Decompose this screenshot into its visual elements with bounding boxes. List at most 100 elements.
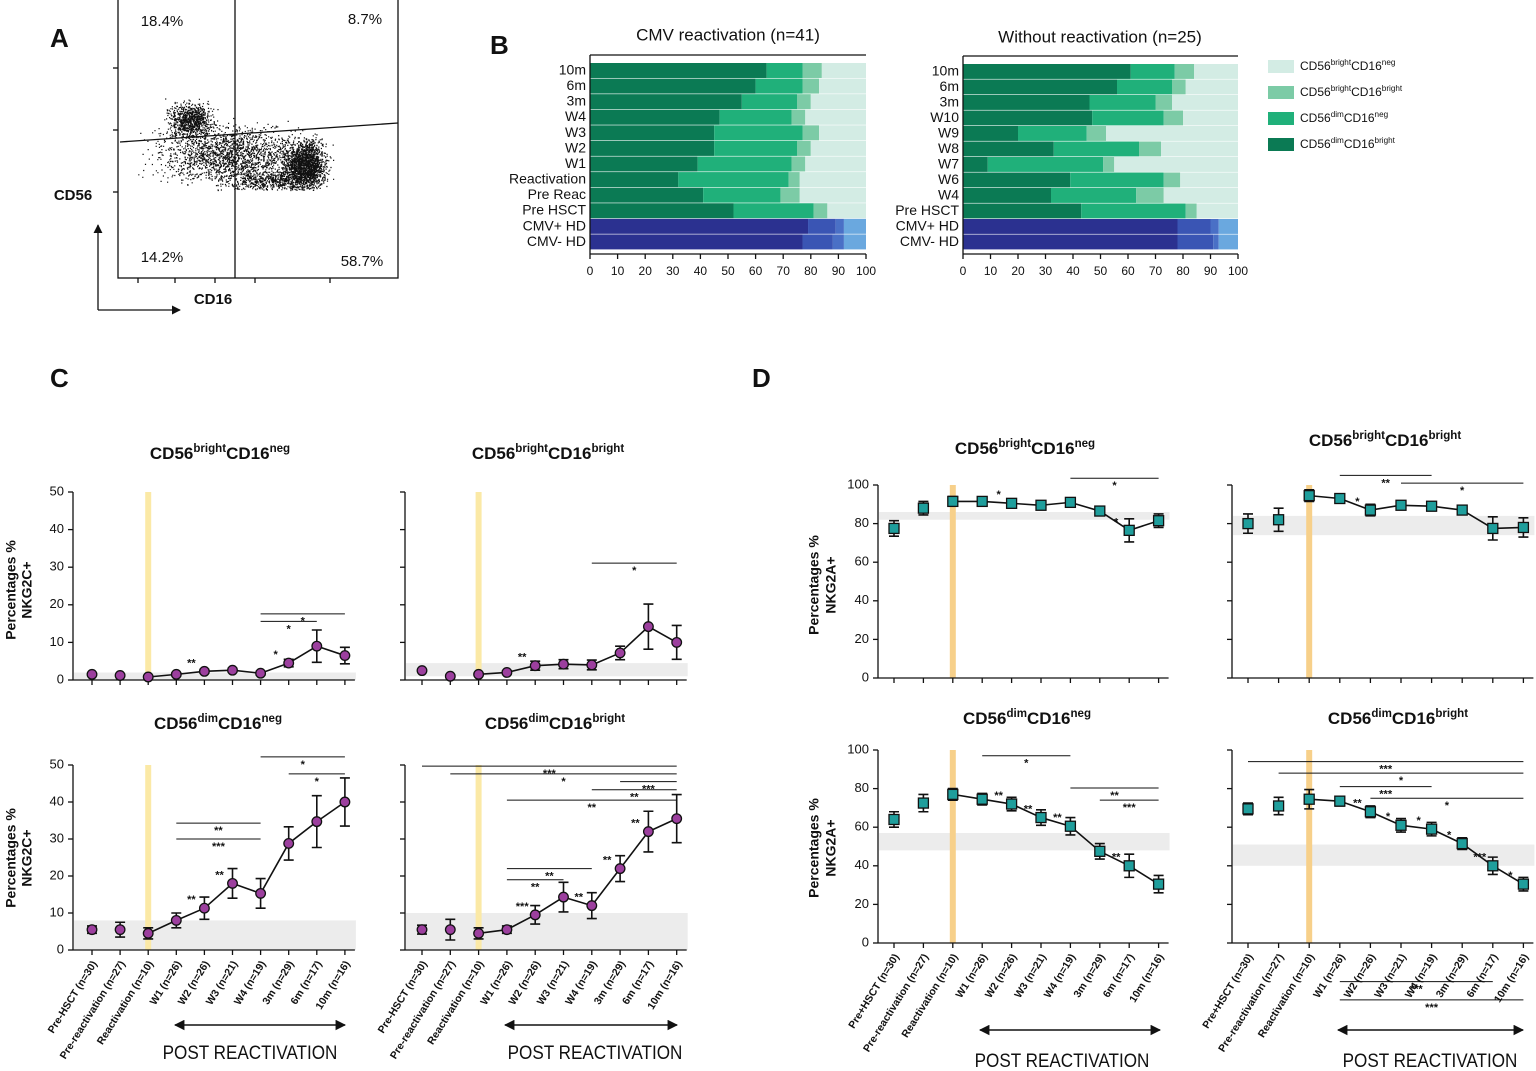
y-tick-label: 50 xyxy=(50,756,64,771)
bar-segment xyxy=(1070,172,1164,188)
bar-segment xyxy=(1136,188,1164,203)
y-tick-label: 6m xyxy=(567,77,586,93)
data-point xyxy=(976,793,988,805)
bar-segment xyxy=(832,234,844,250)
significance-label: * xyxy=(1112,480,1117,492)
chart-title-part: CD56 xyxy=(472,444,515,463)
bar-segment xyxy=(1177,234,1214,250)
y-tick-label: W3 xyxy=(565,124,586,140)
bar-segment xyxy=(714,140,797,156)
bar-segment xyxy=(1117,79,1172,95)
bar-segment xyxy=(1213,234,1219,250)
bar-segment xyxy=(719,109,792,125)
data-point xyxy=(86,668,98,680)
reactivation-marker xyxy=(1306,485,1313,678)
bar-segment xyxy=(963,79,1117,95)
bar-segment xyxy=(1086,126,1106,141)
data-point xyxy=(586,900,598,912)
y-tick-label: 6m xyxy=(940,78,959,94)
point-significance: * xyxy=(996,489,1001,501)
y-tick-label: 20 xyxy=(50,867,64,882)
y-tick-label: 30 xyxy=(50,559,64,574)
bar-segment xyxy=(802,234,833,250)
reactivation-marker xyxy=(475,492,482,680)
x-tick-label: 50 xyxy=(721,264,735,278)
legend-label: CD56brightCD16neg xyxy=(1300,58,1396,74)
data-point xyxy=(311,640,323,652)
data-point xyxy=(444,924,456,936)
point-significance: * xyxy=(1508,870,1513,882)
point-significance: *** xyxy=(516,901,530,913)
trend-segment xyxy=(203,882,234,909)
panel-letter: C xyxy=(50,363,69,393)
y-tick-label: W2 xyxy=(565,139,586,155)
bar-segment xyxy=(703,187,781,203)
bar-segment xyxy=(714,125,803,141)
bar-segment xyxy=(843,218,866,234)
significance-label: *** xyxy=(212,841,226,853)
data-point xyxy=(671,813,683,825)
data-point xyxy=(170,668,182,680)
data-point xyxy=(227,877,238,889)
data-point xyxy=(311,816,323,828)
x-tick-label: 0 xyxy=(960,264,967,278)
y-tick-label: 50 xyxy=(50,483,64,498)
significance-label: *** xyxy=(1425,1002,1439,1014)
bar-segment xyxy=(791,156,806,172)
bar-segment xyxy=(797,94,811,110)
bar-segment xyxy=(1155,95,1172,110)
trend-segment xyxy=(619,831,650,870)
bar-segment xyxy=(963,234,1178,250)
x-tick-label: 60 xyxy=(749,264,763,278)
trend-segment xyxy=(288,645,318,664)
bar-segment xyxy=(590,187,704,203)
x-tick-label: 50 xyxy=(1094,264,1108,278)
legend-swatch xyxy=(1268,86,1294,99)
bar-segment xyxy=(1103,157,1115,172)
chart-title-part: CD16 xyxy=(548,444,591,463)
trend-segment xyxy=(591,868,621,907)
y-tick-label: 0 xyxy=(862,934,869,949)
bar-segment xyxy=(590,78,756,94)
bar-segment xyxy=(590,218,809,234)
data-point xyxy=(444,670,456,682)
point-significance: ** xyxy=(631,818,640,830)
data-point xyxy=(1152,515,1165,527)
significance-label: * xyxy=(1399,775,1404,787)
legend-label-part: bright xyxy=(1331,84,1352,93)
data-point xyxy=(976,495,988,508)
chart-title-part: dim xyxy=(1371,708,1392,720)
y-tick-label: 0 xyxy=(862,669,869,684)
data-point xyxy=(255,887,267,899)
bar-segment xyxy=(1194,64,1238,79)
chart-title: CD56dimCD16bright xyxy=(1328,708,1468,728)
bar-segment xyxy=(963,141,1054,157)
data-point xyxy=(614,863,626,875)
panel-letter: B xyxy=(490,30,509,60)
reactivation-marker xyxy=(145,765,152,950)
data-point xyxy=(1242,517,1254,530)
data-point xyxy=(86,924,98,936)
data-point xyxy=(255,667,267,679)
significance-label: * xyxy=(1460,485,1465,497)
legend-label-part: dim xyxy=(1331,110,1344,119)
data-point xyxy=(586,659,598,671)
data-point xyxy=(473,927,485,939)
bar-segment xyxy=(741,94,797,110)
bar-segment xyxy=(810,140,866,156)
y-tick-label: W4 xyxy=(565,108,586,124)
y-tick-label: Pre HSCT xyxy=(895,202,959,218)
chart-title-part: CD16 xyxy=(1031,439,1074,458)
y-tick-label: 80 xyxy=(855,780,869,795)
bar-segment xyxy=(1185,203,1197,219)
data-point xyxy=(888,813,900,826)
y-tick-label: W9 xyxy=(938,124,959,140)
legend-label-part: CD56 xyxy=(1300,59,1331,73)
data-point xyxy=(501,924,513,936)
data-point xyxy=(1364,504,1377,516)
chart-title-part: CD56 xyxy=(1309,431,1352,450)
chart-title-part: bright xyxy=(1352,430,1385,442)
data-point xyxy=(558,658,569,670)
data-point xyxy=(642,826,654,838)
